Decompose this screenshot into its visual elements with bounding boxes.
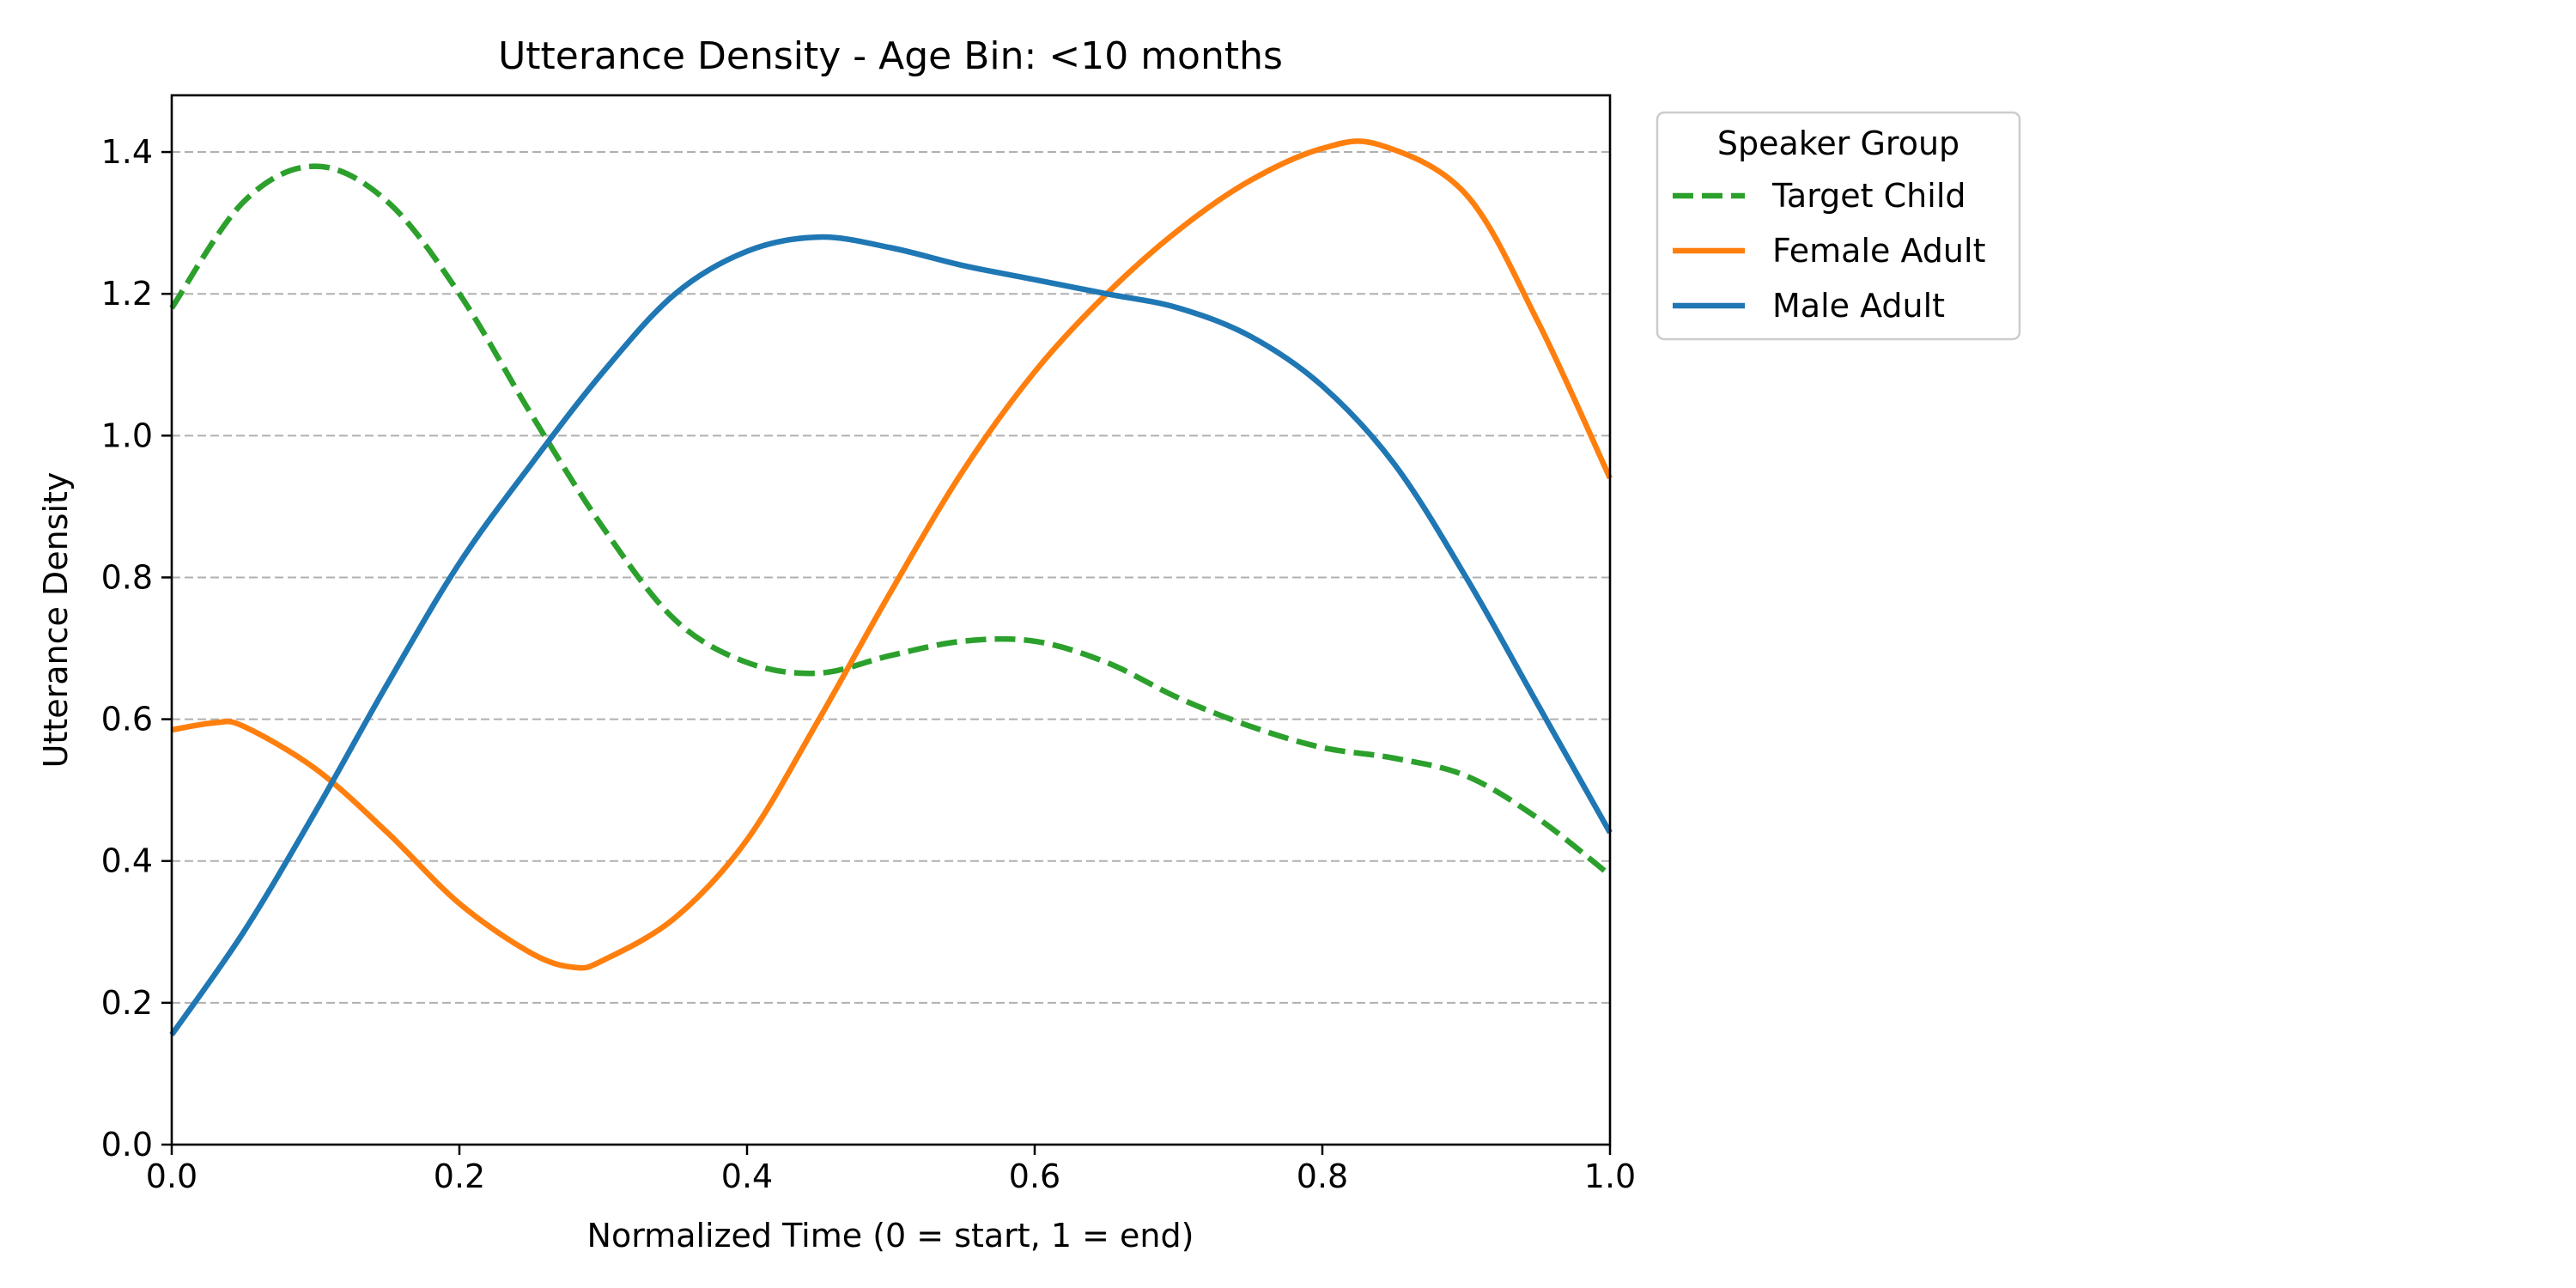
legend-label: Female Adult <box>1772 232 1985 270</box>
legend-label: Target Child <box>1771 177 1966 215</box>
chart-title: Utterance Density - Age Bin: <10 months <box>498 34 1283 78</box>
y-axis-ticks: 0.0 0.2 0.4 0.6 0.8 1.0 1.2 1.4 <box>101 133 172 1163</box>
y-tick-label: 0.6 <box>101 701 153 738</box>
y-tick-label: 0.0 <box>101 1126 153 1163</box>
x-axis-ticks: 0.0 0.2 0.4 0.6 0.8 1.0 <box>146 1145 1636 1195</box>
y-tick-label: 0.8 <box>101 558 153 596</box>
series-line-male-adult <box>169 234 1613 1036</box>
legend-entries: Target Child Female Adult Male Adult <box>1673 177 1985 325</box>
x-axis-label: Normalized Time (0 = start, 1 = end) <box>587 1217 1194 1255</box>
y-axis-label: Utterance Density <box>37 472 75 769</box>
legend-box <box>1656 111 2021 341</box>
y-tick-label: 1.4 <box>101 133 153 171</box>
x-tick-label: 0.4 <box>721 1157 773 1195</box>
plot-series <box>169 138 1613 1036</box>
y-tick-label: 1.0 <box>101 416 153 454</box>
x-tick-label: 0.2 <box>434 1157 485 1195</box>
plot-frame <box>170 94 1612 1146</box>
x-tick-label: 0.0 <box>146 1157 197 1195</box>
y-tick-label: 0.2 <box>101 984 153 1022</box>
legend-label: Male Adult <box>1772 287 1945 325</box>
grid-lines <box>172 151 1610 1004</box>
x-tick-label: 0.6 <box>1009 1157 1060 1195</box>
y-tick-label: 0.4 <box>101 842 153 880</box>
y-tick-label: 1.2 <box>101 275 153 313</box>
series-line-female-adult <box>171 138 1613 971</box>
x-tick-label: 0.8 <box>1297 1157 1348 1195</box>
legend-title: Speaker Group <box>1717 125 1959 162</box>
x-tick-label: 1.0 <box>1584 1157 1636 1195</box>
series-line-target-child <box>169 163 1613 878</box>
legend: Speaker Group Target Child Female Adult Ma… <box>1656 111 2021 341</box>
